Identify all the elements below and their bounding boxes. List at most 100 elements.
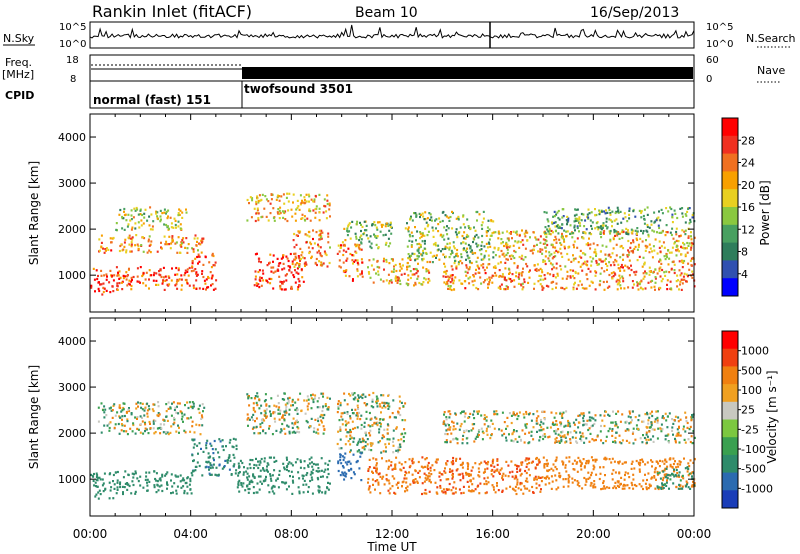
data-cell xyxy=(292,475,294,478)
data-cell xyxy=(159,268,162,271)
data-cell xyxy=(296,206,299,210)
data-cell xyxy=(376,265,379,269)
data-cell xyxy=(547,220,550,223)
data-cell xyxy=(290,271,293,274)
data-cell xyxy=(531,252,534,255)
data-cell xyxy=(469,245,472,248)
data-cell xyxy=(447,488,450,491)
data-cell xyxy=(278,199,281,202)
data-cell xyxy=(308,251,311,255)
data-cell xyxy=(639,237,642,240)
data-cell xyxy=(144,427,147,430)
data-cell xyxy=(166,217,169,220)
data-cell xyxy=(352,471,355,474)
data-cell xyxy=(639,437,642,440)
data-cell xyxy=(554,423,557,426)
data-cell xyxy=(573,240,576,243)
data-cell xyxy=(412,481,415,484)
data-cell xyxy=(119,416,122,419)
data-cell xyxy=(615,260,618,263)
data-cell xyxy=(492,266,495,269)
data-cell xyxy=(464,226,467,229)
data-cell xyxy=(263,460,266,463)
data-cell xyxy=(317,478,320,481)
data-cell xyxy=(683,272,686,275)
data-cell xyxy=(510,257,513,260)
data-cell xyxy=(129,237,132,240)
data-cell xyxy=(195,271,198,274)
data-cell xyxy=(620,476,623,479)
data-cell xyxy=(337,402,339,405)
data-cell xyxy=(254,395,257,398)
data-cell xyxy=(451,251,454,254)
data-cell xyxy=(627,472,630,475)
data-cell xyxy=(406,485,409,488)
data-cell xyxy=(535,422,538,425)
data-cell xyxy=(671,246,674,249)
data-cell xyxy=(369,425,372,428)
data-cell xyxy=(126,482,129,485)
data-cell xyxy=(691,276,694,279)
data-cell xyxy=(503,421,506,424)
data-cell xyxy=(317,417,320,420)
data-cell xyxy=(122,274,125,277)
data-cell xyxy=(638,464,641,467)
data-cell xyxy=(305,200,308,203)
data-cell xyxy=(256,395,259,398)
data-cell xyxy=(254,219,257,223)
data-cell xyxy=(407,278,410,281)
data-cell xyxy=(506,251,509,255)
data-cell xyxy=(548,232,551,235)
data-cell xyxy=(557,232,560,235)
data-cell xyxy=(404,419,407,422)
data-cell xyxy=(443,281,446,284)
data-cell xyxy=(528,270,530,273)
data-cell xyxy=(675,466,678,469)
data-cell xyxy=(562,485,565,488)
data-cell xyxy=(367,488,370,491)
data-cell xyxy=(465,471,467,474)
data-cell xyxy=(137,280,140,283)
data-cell xyxy=(228,456,231,459)
y-tick-label: 1000 xyxy=(58,473,86,486)
data-cell xyxy=(447,216,450,219)
data-cell xyxy=(659,477,662,480)
data-cell xyxy=(616,484,619,487)
data-cell xyxy=(610,421,613,424)
data-cell xyxy=(149,427,152,430)
data-cell xyxy=(119,483,121,486)
data-cell xyxy=(606,227,609,230)
data-cell xyxy=(98,289,101,293)
data-cell xyxy=(255,425,258,428)
data-cell xyxy=(289,266,292,269)
data-cell xyxy=(613,229,616,232)
data-cell xyxy=(209,464,212,467)
data-cell xyxy=(660,423,663,426)
data-cell xyxy=(247,491,250,494)
data-cell xyxy=(303,262,306,265)
data-cell xyxy=(113,426,116,429)
data-cell xyxy=(159,215,162,218)
data-cell xyxy=(578,222,581,225)
data-cell xyxy=(235,444,238,447)
data-cell xyxy=(342,253,345,257)
data-cell xyxy=(116,486,119,489)
data-cell xyxy=(387,402,390,405)
data-cell xyxy=(656,486,659,489)
data-cell xyxy=(448,482,451,486)
data-cell xyxy=(574,281,576,284)
data-cell xyxy=(127,213,130,216)
data-cell xyxy=(387,224,390,227)
data-cell xyxy=(419,213,422,216)
data-cell xyxy=(642,256,645,259)
data-cell xyxy=(512,430,515,433)
data-cell xyxy=(552,469,555,472)
data-cell xyxy=(402,435,405,439)
data-cell xyxy=(120,429,123,432)
data-cell xyxy=(618,471,621,474)
data-cell xyxy=(324,468,327,471)
data-cell xyxy=(402,480,405,483)
data-cell xyxy=(102,408,104,412)
